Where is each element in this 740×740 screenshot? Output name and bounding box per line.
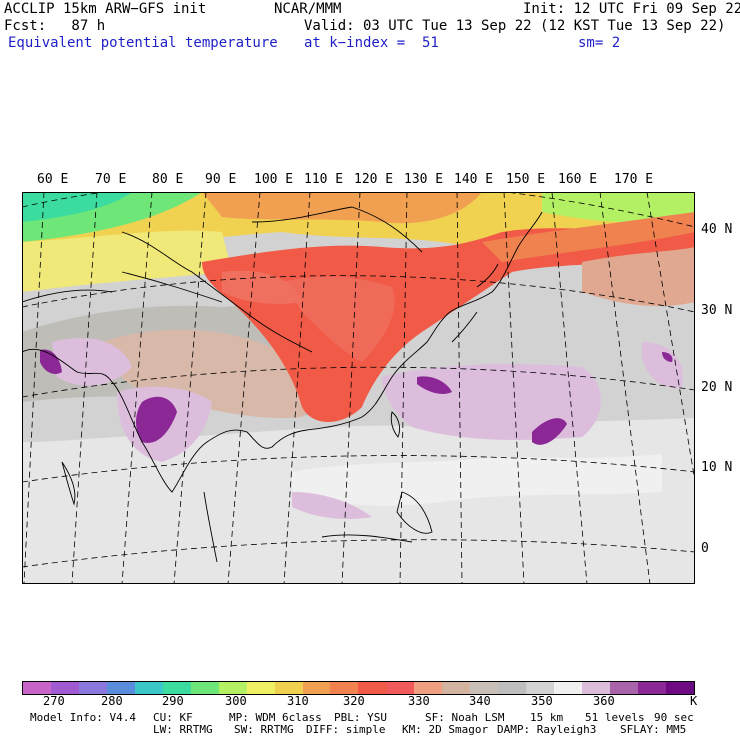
diff-scheme: DIFF: simple [306,723,386,736]
colorbar-swatch [637,682,666,694]
colorbar-swatch [134,682,163,694]
pbl-scheme: PBL: YSU [334,711,387,724]
lon-label: 100 E [254,172,294,187]
field-fill [202,192,482,224]
colorbar-swatch [582,682,611,694]
coastline [22,206,543,563]
model-title: ACCLIP 15km ARW−GFS init [4,1,207,17]
colorbar-swatch [23,682,51,694]
lon-label: 80 E [152,172,184,187]
colorbar [22,681,695,695]
init-time: Init: 12 UTC Fri 09 Sep 22 [523,1,740,17]
model-version: Model Info: V4.4 [30,711,136,724]
field-fill [22,192,132,222]
field-fill [662,352,673,362]
lat-label: 10 N [701,460,733,475]
cu-scheme: CU: KF [153,711,193,724]
lat-label: 30 N [701,303,733,318]
lon-label: 110 E [304,172,344,187]
lon-label: 90 E [205,172,237,187]
colorbar-tick: 360 [593,694,615,708]
smoothing-label: sm= 2 [578,35,621,51]
field-fill [22,230,232,292]
colorbar-swatch [526,682,555,694]
colorbar-swatch [610,682,638,694]
levels: 51 levels [585,711,645,724]
field-fill [642,342,683,388]
field-fill [292,454,662,506]
lat-label: 20 N [701,380,733,395]
colorbar-tick: 310 [287,694,309,708]
field-fill [582,247,695,307]
field-fill [482,212,695,262]
sflay-scheme: SFLAY: MM5 [620,723,687,736]
lon-label: 170 E [614,172,654,187]
colorbar-tick: 300 [225,694,247,708]
lon-label: 150 E [506,172,546,187]
sw-scheme: SW: RRTMG [234,723,294,736]
valid-time: Valid: 03 UTC Tue 13 Sep 22 (12 KST Tue … [304,18,726,34]
colorbar-swatch [162,682,191,694]
colorbar-swatch [78,682,107,694]
colorbar-tick: 270 [43,694,65,708]
field-fill [222,270,302,304]
lat-label: 0 [701,541,709,556]
colorbar-swatch [50,682,79,694]
lw-scheme: LW: RRTMG [153,723,213,736]
lon-label: 120 E [354,172,394,187]
sf-scheme: SF: Noah LSM [425,711,505,724]
mp-scheme: MP: WDM 6class [229,711,322,724]
colorbar-swatch [554,682,583,694]
colorbar-tick: 320 [343,694,365,708]
field-fill [292,492,372,519]
lon-label: 160 E [558,172,598,187]
colorbar-swatch [246,682,275,694]
timestep: 90 sec [654,711,694,724]
damp-scheme: DAMP: Rayleigh3 [497,723,597,736]
field-fill [542,192,695,223]
field-fill [52,338,132,386]
lat-label: 40 N [701,222,733,237]
level-label: at k−index = 51 [304,35,439,51]
colorbar-swatch [470,682,499,694]
colorbar-swatch [274,682,303,694]
graticule [22,192,695,584]
colorbar-swatch [414,682,443,694]
colorbar-swatch [302,682,331,694]
forecast-hour: Fcst: 87 h [4,18,106,34]
map-frame [22,192,695,584]
colorbar-tick: 280 [101,694,123,708]
colorbar-tick: 340 [469,694,491,708]
field-fill [417,376,452,395]
km-scheme: KM: 2D Smagor [402,723,489,736]
theta-e-map [22,192,695,584]
colorbar-swatch [106,682,135,694]
colorbar-swatch [498,682,527,694]
colorbar-swatch [386,682,415,694]
colorbar-tick: 350 [531,694,553,708]
field-fill [282,276,395,362]
field-fill [532,418,567,445]
field-fill [40,349,62,374]
colorbar-tick: 290 [162,694,184,708]
field-name: Equivalent potential temperature [8,35,278,51]
colorbar-swatch [442,682,471,694]
colorbar-swatch [358,682,387,694]
colorbar-swatch [190,682,219,694]
resolution: 15 km [530,711,564,724]
lon-label: 70 E [95,172,127,187]
colorbar-swatch [665,682,694,694]
colorbar-unit: K [690,694,698,708]
field-fill [136,396,177,443]
org-label: NCAR/MMM [274,1,342,17]
lon-label: 140 E [454,172,494,187]
lon-label: 130 E [404,172,444,187]
lon-label: 60 E [37,172,69,187]
colorbar-swatch [218,682,247,694]
field-fill [202,222,695,422]
colorbar-swatch [330,682,359,694]
colorbar-tick: 330 [408,694,430,708]
